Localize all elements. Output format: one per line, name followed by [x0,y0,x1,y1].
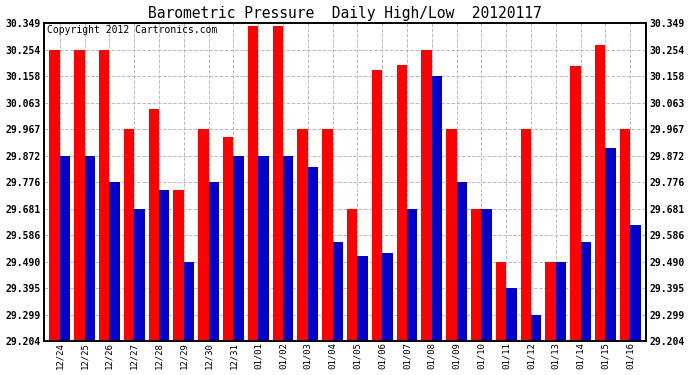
Bar [333,242,343,341]
Bar [630,225,641,341]
Bar [99,50,109,341]
Bar [521,129,531,341]
Bar [184,262,194,341]
Bar [357,256,368,341]
Bar [556,262,566,341]
Text: Copyright 2012 Cartronics.com: Copyright 2012 Cartronics.com [47,25,217,35]
Bar [570,66,581,341]
Title: Barometric Pressure  Daily High/Low  20120117: Barometric Pressure Daily High/Low 20120… [148,6,542,21]
Bar [407,209,417,341]
Bar [347,209,357,341]
Bar [60,156,70,341]
Bar [322,129,333,341]
Bar [620,129,630,341]
Bar [606,148,616,341]
Bar [84,156,95,341]
Bar [208,182,219,341]
Bar [482,209,492,341]
Bar [198,129,208,341]
Bar [109,182,120,341]
Bar [581,242,591,341]
Bar [595,45,606,341]
Bar [446,129,457,341]
Bar [496,262,506,341]
Bar [173,189,184,341]
Bar [297,129,308,341]
Bar [471,209,482,341]
Bar [506,288,517,341]
Bar [372,70,382,341]
Bar [248,26,258,341]
Bar [148,109,159,341]
Bar [74,50,84,341]
Bar [432,76,442,341]
Bar [546,262,556,341]
Bar [159,189,169,341]
Bar [283,156,293,341]
Bar [308,167,318,341]
Bar [258,156,268,341]
Bar [457,182,467,341]
Bar [124,129,134,341]
Bar [422,50,432,341]
Bar [49,50,60,341]
Bar [382,254,393,341]
Bar [223,137,233,341]
Bar [233,156,244,341]
Bar [397,64,407,341]
Bar [273,26,283,341]
Bar [134,209,144,341]
Bar [531,315,542,341]
